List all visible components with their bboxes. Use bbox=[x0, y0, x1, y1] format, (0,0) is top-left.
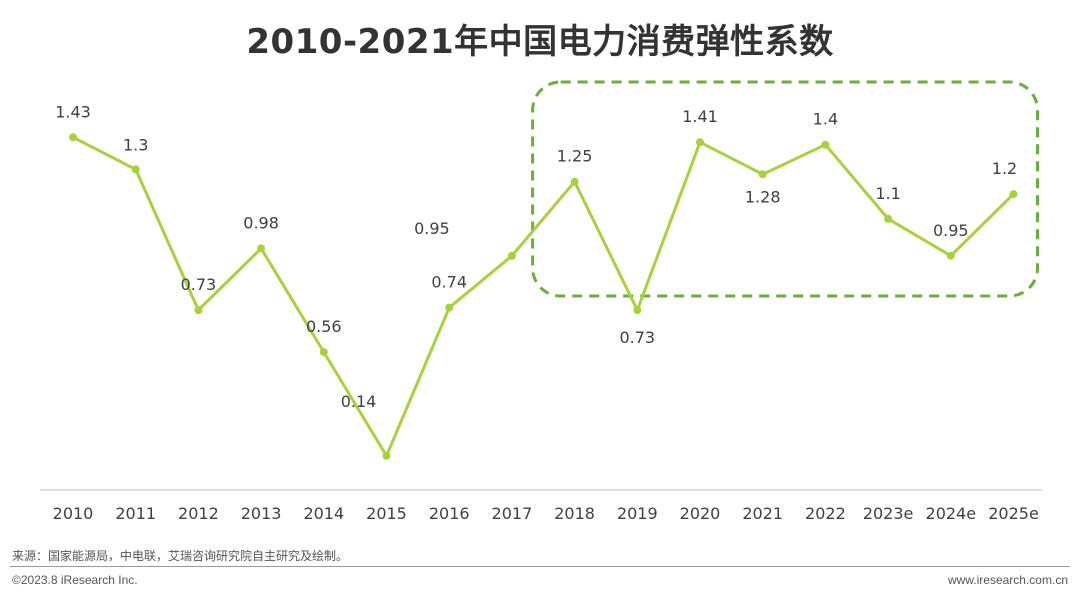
source-note: 来源：国家能源局，中电联，艾瑞咨询研究院自主研究及绘制。 bbox=[12, 549, 349, 563]
data-point-2019 bbox=[633, 306, 642, 315]
data-point-2011 bbox=[131, 165, 140, 174]
x-tick-label-2021: 2021 bbox=[742, 504, 783, 523]
series-line bbox=[72, 135, 1015, 458]
data-point-2025e bbox=[1009, 190, 1018, 199]
data-point-2023e bbox=[884, 214, 893, 223]
data-point-2013 bbox=[257, 244, 266, 253]
x-tick-label-2015: 2015 bbox=[366, 504, 407, 523]
x-tick-label-2016: 2016 bbox=[429, 504, 470, 523]
x-tick-label-2010: 2010 bbox=[53, 504, 94, 523]
x-tick-label-2023e: 2023e bbox=[863, 504, 914, 523]
data-label-2015: 0.14 bbox=[341, 392, 377, 411]
data-label-2022: 1.4 bbox=[813, 110, 838, 129]
data-label-2025e: 1.2 bbox=[992, 159, 1017, 178]
data-label-2017: 0.95 bbox=[414, 219, 450, 238]
footer-divider bbox=[10, 566, 1070, 567]
x-tick-label-2019: 2019 bbox=[617, 504, 658, 523]
data-label-2018: 1.25 bbox=[557, 147, 593, 166]
data-point-2016 bbox=[445, 303, 454, 312]
x-tick-label-2017: 2017 bbox=[492, 504, 533, 523]
x-tick-label-2014: 2014 bbox=[303, 504, 344, 523]
data-point-2015 bbox=[382, 451, 391, 460]
x-tick-label-2020: 2020 bbox=[680, 504, 721, 523]
x-tick-label-2024e: 2024e bbox=[926, 504, 977, 523]
x-tick-label-2012: 2012 bbox=[178, 504, 219, 523]
data-point-2020 bbox=[696, 138, 704, 147]
data-label-2019: 0.73 bbox=[619, 328, 655, 347]
x-tick-label-2025e: 2025e bbox=[988, 504, 1039, 523]
line-chart: 1.43 1.3 0.73 0.98 0.56 0.14 0.74 0.95 1.25 0.73 1… bbox=[40, 80, 1042, 523]
highlight-box bbox=[531, 80, 1039, 298]
data-label-2014: 0.56 bbox=[306, 317, 342, 336]
website-link[interactable]: www.iresearch.com.cn bbox=[947, 573, 1068, 587]
x-tick-label-2011: 2011 bbox=[115, 504, 156, 523]
data-label-2011: 1.3 bbox=[123, 135, 148, 154]
data-point-2012 bbox=[194, 306, 203, 315]
x-tick-label-2022: 2022 bbox=[805, 504, 846, 523]
x-tick-label-2018: 2018 bbox=[554, 504, 595, 523]
data-label-2012: 0.73 bbox=[181, 275, 217, 294]
data-label-2013: 0.98 bbox=[243, 213, 279, 232]
data-label-2020: 1.41 bbox=[682, 107, 718, 126]
data-label-2024e: 0.95 bbox=[933, 221, 969, 240]
data-point-2018 bbox=[570, 177, 579, 186]
chart-title: 2010-2021年中国电力消费弹性系数 bbox=[246, 22, 834, 62]
data-label-2010: 1.43 bbox=[55, 102, 91, 121]
x-tick-label-2013: 2013 bbox=[241, 504, 282, 523]
data-label-2021: 1.28 bbox=[745, 187, 781, 206]
data-label-2023e: 1.1 bbox=[875, 184, 900, 203]
data-point-2021 bbox=[758, 170, 767, 179]
data-point-2010 bbox=[69, 133, 77, 142]
data-point-2017 bbox=[507, 251, 516, 260]
data-label-2016: 0.74 bbox=[431, 273, 467, 292]
copyright: ©2023.8 iResearch Inc. bbox=[12, 573, 138, 587]
data-point-2024e bbox=[946, 251, 955, 260]
data-point-2022 bbox=[821, 140, 830, 149]
data-point-2014 bbox=[319, 348, 328, 357]
